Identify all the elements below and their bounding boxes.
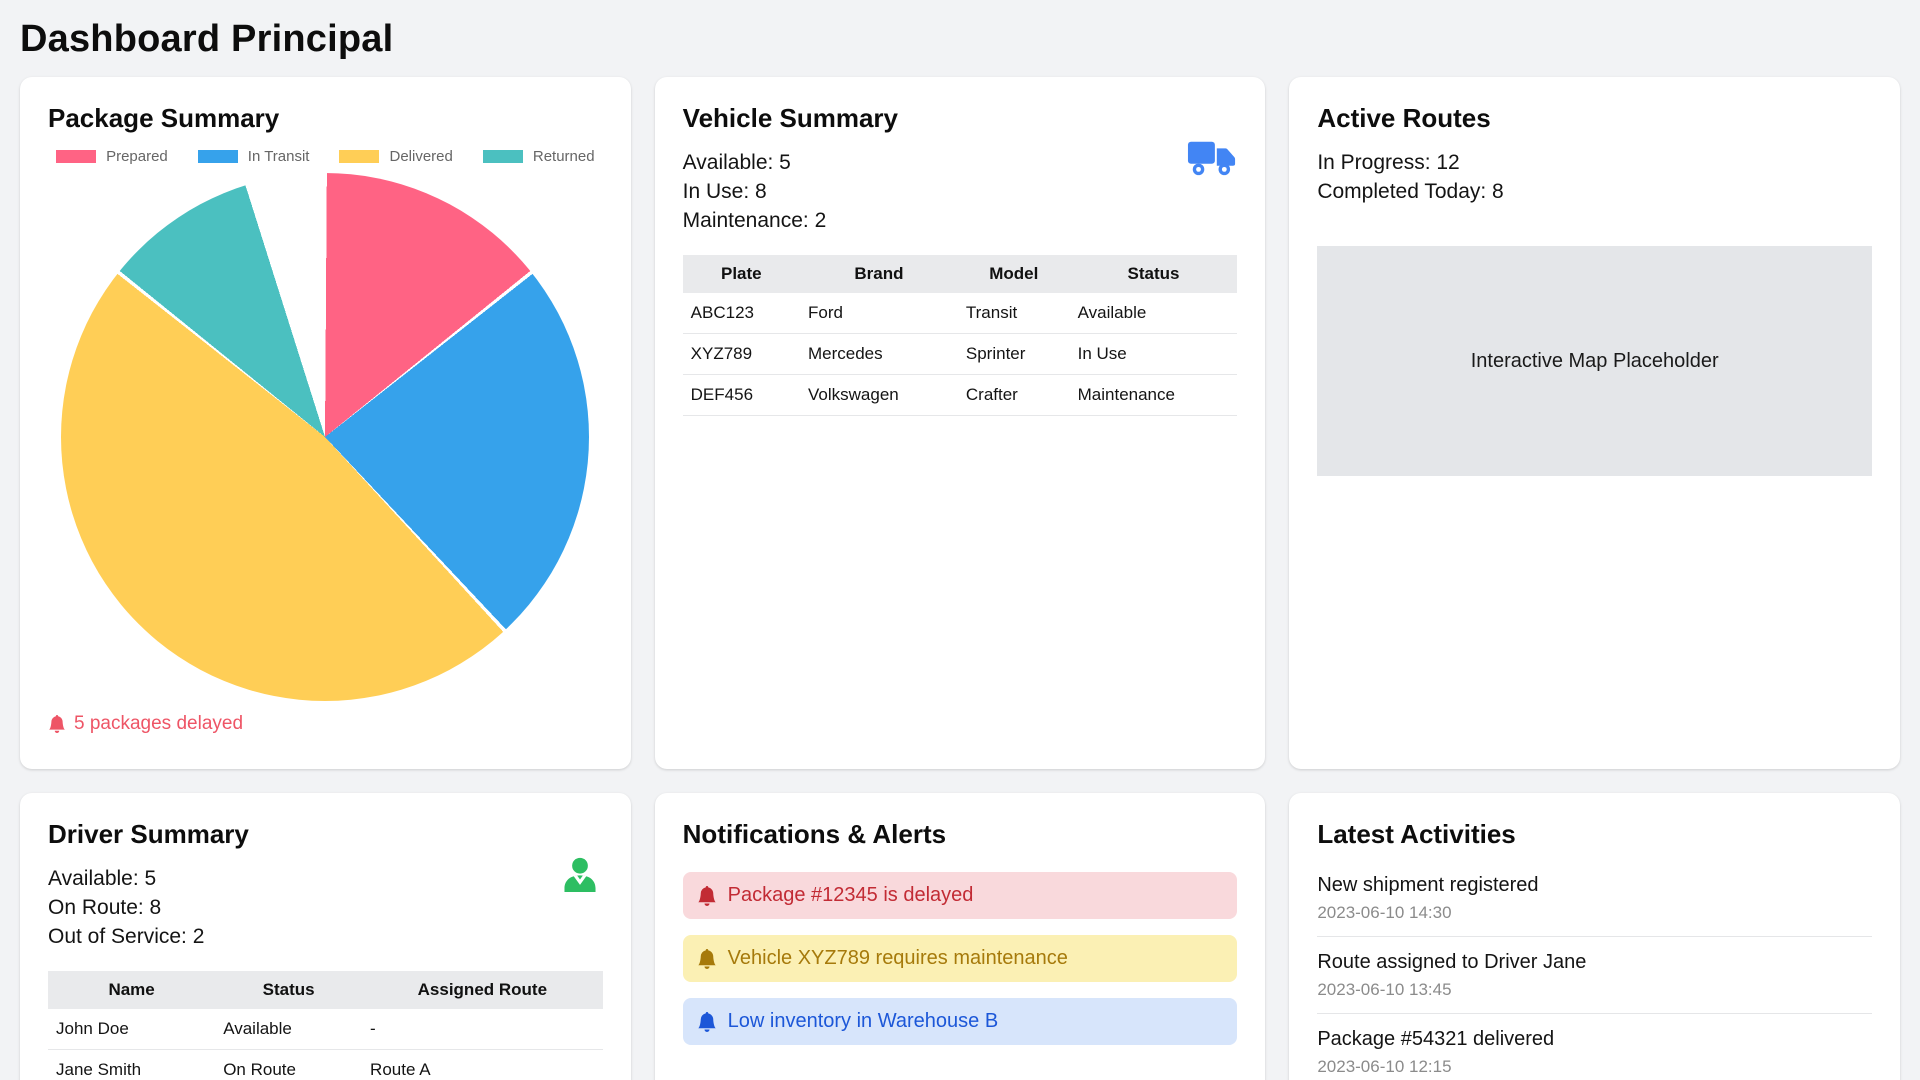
legend-swatch bbox=[482, 150, 523, 163]
alert-text: Package #12345 is delayed bbox=[727, 884, 974, 906]
cell-assigned-route: - bbox=[362, 1009, 603, 1050]
vehicle-col-model: Model bbox=[989, 264, 1039, 283]
activity-text: New shipment registered bbox=[1317, 874, 1539, 896]
bell-icon bbox=[49, 715, 65, 733]
table-row: Jane Smith On Route Route A bbox=[48, 1049, 603, 1080]
vehicle-stat-maintenance: Maintenance: 2 bbox=[682, 209, 827, 232]
cell-model: Crafter bbox=[957, 374, 1070, 416]
table-row: John Doe Available - bbox=[48, 1009, 603, 1050]
vehicle-stat-in-use: In Use: 8 bbox=[682, 180, 767, 203]
driver-summary-title: Driver Summary bbox=[48, 819, 249, 849]
cell-status: On Route bbox=[215, 1049, 363, 1080]
driver-col-status: Status bbox=[262, 980, 315, 999]
legend-swatch bbox=[197, 150, 238, 163]
legend-item-delivered[interactable]: Delivered bbox=[339, 148, 453, 165]
driver-stat-out-of-service: Out of Service: 2 bbox=[48, 925, 205, 948]
routes-stat-in-progress: In Progress: 12 bbox=[1317, 151, 1460, 174]
alert-danger: Package #12345 is delayed bbox=[682, 872, 1238, 919]
cell-name: John Doe bbox=[48, 1009, 216, 1050]
bell-icon bbox=[697, 1011, 716, 1032]
driver-table: Name Status Assigned Route John Doe Avai… bbox=[48, 971, 603, 1080]
driver-icon bbox=[557, 855, 603, 906]
legend-item-prepared[interactable]: Prepared bbox=[56, 148, 168, 165]
driver-col-assigned-route: Assigned Route bbox=[417, 980, 548, 999]
vehicle-col-plate: Plate bbox=[721, 264, 762, 283]
package-status-pie-chart bbox=[61, 173, 590, 701]
activity-timestamp: 2023-06-10 14:30 bbox=[1317, 903, 1452, 922]
vehicle-stat-available: Available: 5 bbox=[682, 151, 791, 174]
cell-status: Maintenance bbox=[1069, 374, 1238, 416]
bell-icon bbox=[697, 948, 716, 969]
alert-info: Low inventory in Warehouse B bbox=[682, 998, 1238, 1045]
list-item: New shipment registered 2023-06-10 14:30 bbox=[1317, 860, 1872, 937]
notifications-card: Notifications & Alerts Package #12345 is… bbox=[654, 793, 1266, 1080]
cell-status: In Use bbox=[1069, 333, 1238, 375]
interactive-map-placeholder: Interactive Map Placeholder bbox=[1317, 246, 1872, 476]
list-item: Route assigned to Driver Jane 2023-06-10… bbox=[1317, 937, 1872, 1014]
driver-col-name: Name bbox=[108, 980, 155, 999]
cell-plate: DEF456 bbox=[682, 374, 800, 416]
vehicle-col-status: Status bbox=[1127, 264, 1180, 283]
driver-table-header-row: Name Status Assigned Route bbox=[48, 971, 603, 1009]
delayed-packages-label: 5 packages delayed bbox=[74, 713, 244, 734]
chart-legend: Prepared In Transit Delivered Returned bbox=[56, 148, 595, 165]
alert-warning: Vehicle XYZ789 requires maintenance bbox=[682, 935, 1238, 982]
table-row: ABC123 Ford Transit Available bbox=[682, 293, 1238, 334]
vehicle-stats: Available: 5 In Use: 8 Maintenance: 2 bbox=[683, 148, 1238, 235]
cell-model: Sprinter bbox=[957, 333, 1070, 375]
delayed-packages-note: 5 packages delayed bbox=[48, 713, 243, 735]
page-title: Dashboard Principal bbox=[20, 18, 394, 60]
routes-stats: In Progress: 12 Completed Today: 8 bbox=[1317, 148, 1872, 206]
driver-stats: Available: 5 On Route: 8 Out of Service:… bbox=[48, 864, 603, 951]
activity-text: Package #54321 delivered bbox=[1317, 1028, 1555, 1050]
routes-stat-completed: Completed Today: 8 bbox=[1317, 180, 1504, 203]
activity-timestamp: 2023-06-10 12:15 bbox=[1317, 1057, 1452, 1076]
legend-label: In Transit bbox=[247, 148, 310, 165]
cell-brand: Mercedes bbox=[800, 333, 958, 375]
package-summary-card: Package Summary Prepared In Transit Delive… bbox=[20, 77, 631, 769]
list-item: Package #54321 delivered 2023-06-10 12:1… bbox=[1317, 1014, 1872, 1080]
activity-timestamp: 2023-06-10 13:45 bbox=[1317, 980, 1452, 999]
cell-status: Available bbox=[1069, 293, 1238, 334]
latest-activities-title: Latest Activities bbox=[1317, 819, 1516, 849]
bell-icon bbox=[697, 885, 716, 906]
cell-name: Jane Smith bbox=[48, 1049, 216, 1080]
alert-text: Low inventory in Warehouse B bbox=[727, 1010, 999, 1032]
cell-status: Available bbox=[215, 1009, 363, 1050]
legend-label: Delivered bbox=[389, 148, 453, 165]
active-routes-card: Active Routes In Progress: 12 Completed … bbox=[1289, 77, 1900, 769]
cell-brand: Ford bbox=[800, 293, 958, 334]
legend-item-in-transit[interactable]: In Transit bbox=[197, 148, 310, 165]
driver-stat-available: Available: 5 bbox=[48, 867, 157, 890]
vehicle-table: Plate Brand Model Status ABC123 Ford Tra… bbox=[682, 255, 1238, 416]
legend-swatch bbox=[339, 150, 380, 163]
vehicle-summary-title: Vehicle Summary bbox=[682, 103, 898, 133]
map-placeholder-label: Interactive Map Placeholder bbox=[1470, 349, 1719, 372]
cell-plate: XYZ789 bbox=[682, 333, 800, 375]
vehicle-col-brand: Brand bbox=[854, 264, 904, 283]
active-routes-title: Active Routes bbox=[1317, 103, 1491, 133]
vehicle-summary-card: Vehicle Summary Available: 5 In Use: 8 M… bbox=[654, 77, 1266, 769]
table-row: DEF456 Volkswagen Crafter Maintenance bbox=[682, 374, 1238, 416]
legend-swatch bbox=[56, 150, 97, 163]
notifications-title: Notifications & Alerts bbox=[682, 819, 947, 849]
legend-item-returned[interactable]: Returned bbox=[482, 148, 595, 165]
package-summary-title: Package Summary bbox=[48, 103, 280, 133]
driver-stat-on-route: On Route: 8 bbox=[48, 896, 162, 919]
vehicle-table-header-row: Plate Brand Model Status bbox=[682, 255, 1238, 293]
legend-label: Returned bbox=[532, 148, 595, 165]
latest-activities-card: Latest Activities New shipment registere… bbox=[1289, 793, 1900, 1080]
truck-icon bbox=[1187, 139, 1237, 184]
driver-summary-card: Driver Summary Available: 5 On Route: 8 … bbox=[20, 793, 631, 1080]
table-row: XYZ789 Mercedes Sprinter In Use bbox=[682, 333, 1238, 375]
legend-label: Prepared bbox=[106, 148, 168, 165]
page-header: Dashboard Principal bbox=[0, 0, 1920, 77]
cell-plate: ABC123 bbox=[682, 293, 800, 334]
cell-brand: Volkswagen bbox=[800, 374, 958, 416]
alert-text: Vehicle XYZ789 requires maintenance bbox=[727, 947, 1068, 969]
activity-text: Route assigned to Driver Jane bbox=[1317, 951, 1587, 973]
cell-model: Transit bbox=[957, 293, 1070, 334]
cell-assigned-route: Route A bbox=[362, 1049, 603, 1080]
